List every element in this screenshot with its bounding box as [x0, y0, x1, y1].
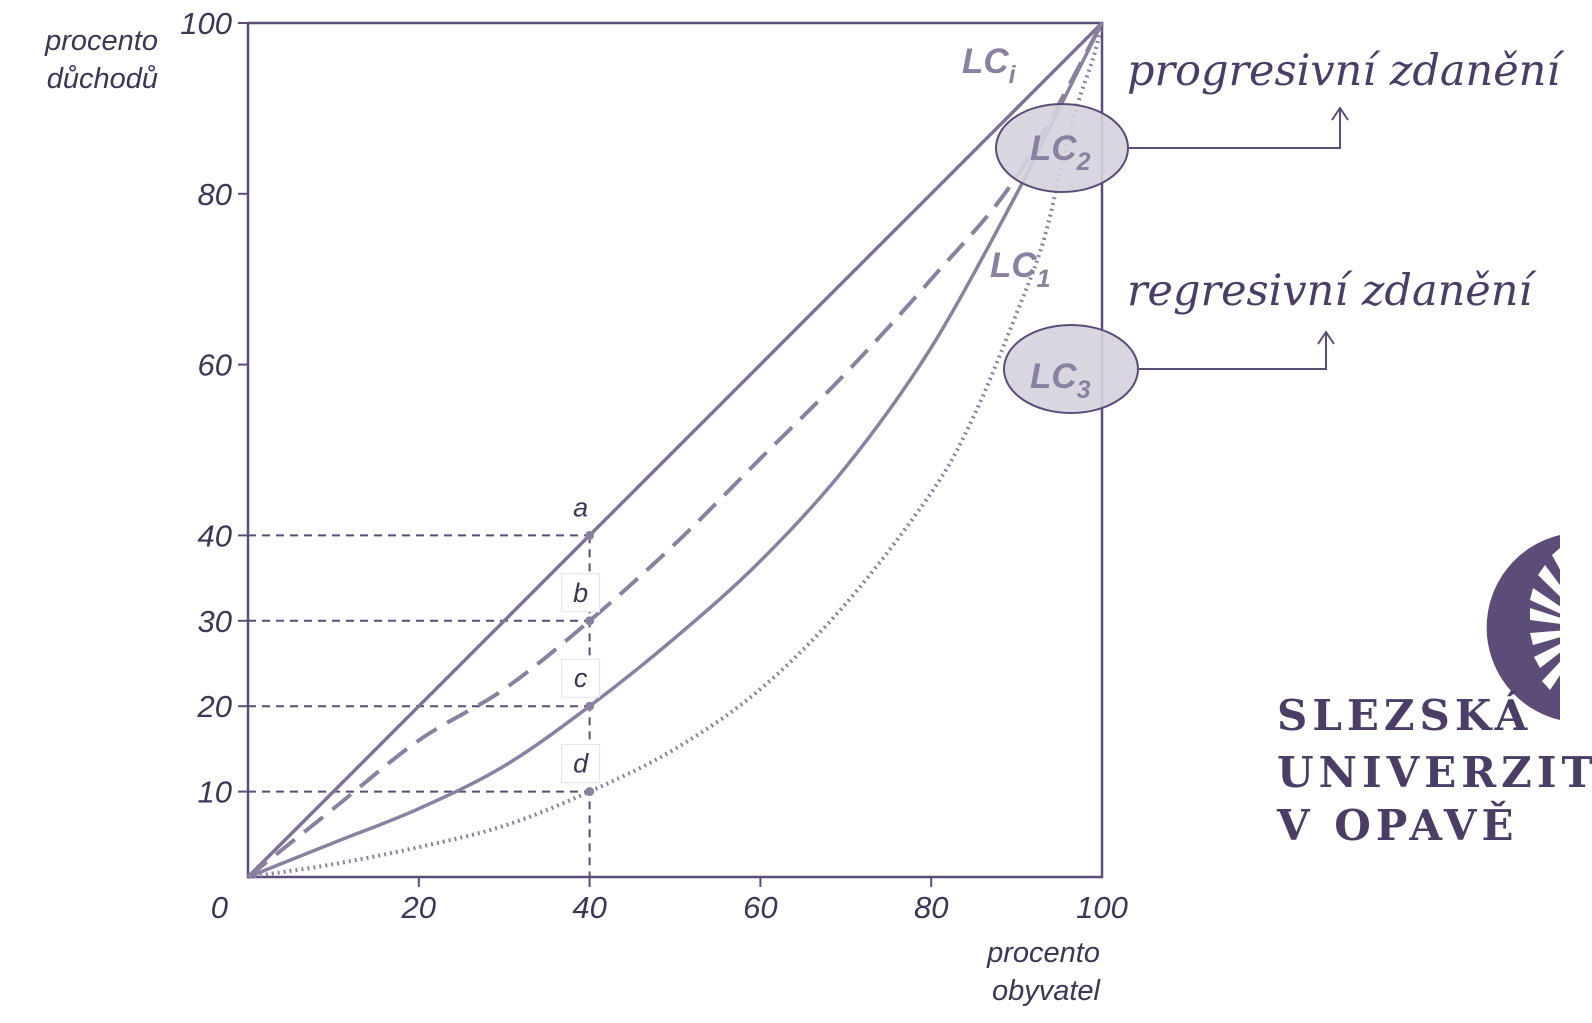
curve-lci: [246, 21, 1104, 879]
x-axis-title-line-2: obyvatel: [992, 975, 1102, 1007]
series-label-subscript: i: [1009, 61, 1017, 89]
reference-label-c: c: [574, 663, 588, 693]
reference-label-box: [561, 573, 601, 613]
y-tick-label: 100: [180, 6, 232, 41]
series-label-subscript: 3: [1077, 376, 1091, 404]
annotation-arrowhead: [1331, 106, 1349, 121]
logo-line-2: UNIVERZITA: [1277, 748, 1592, 797]
curve-lc1: [247, 22, 1104, 879]
progressive-taxation-label: progresivní zdanění: [1127, 46, 1565, 96]
x-tick-label: 0: [211, 890, 228, 925]
reference-label-b: b: [573, 578, 588, 608]
regressive-taxation-label: regresivní zdanění: [1127, 266, 1537, 316]
y-axis-title-line-2: důchodů: [47, 63, 158, 95]
reference-point-d: [585, 787, 595, 797]
series-label-subscript: 1: [1037, 265, 1051, 293]
series-label-lci: LCi: [962, 42, 1017, 89]
plot-frame: [246, 21, 1104, 879]
reference-label-a: a: [573, 492, 588, 522]
x-tick-label: 60: [743, 890, 777, 925]
y-tick-label: 80: [198, 177, 232, 212]
x-tick-label: 100: [1076, 890, 1128, 925]
reference-point-b: [585, 616, 595, 626]
series-label-lc1: LC1: [990, 246, 1051, 293]
logo-line-3: V OPAVĚ: [1276, 800, 1518, 850]
reference-point-a: [585, 530, 595, 540]
series-label-subscript: 2: [1076, 148, 1091, 176]
logo-line-1: SLEZSKÁ: [1277, 690, 1532, 740]
annotation-connector: [1138, 332, 1327, 370]
x-tick-label: 20: [401, 890, 436, 925]
y-tick-label: 60: [198, 348, 232, 383]
university-logo: SLEZSKÁ UNIVERZITA V OPAVĚ: [1276, 535, 1592, 850]
y-tick-label: 40: [198, 518, 232, 553]
reference-label-box: [561, 744, 601, 784]
curve-lc2: [246, 22, 1104, 879]
x-tick-label: 80: [914, 890, 948, 925]
plot-frame-layer: [246, 21, 1104, 879]
reference-label-box: [561, 658, 601, 698]
ticks-layer: 0 20 40 60 80 100 10 20 30 40 60 80 100: [180, 6, 1128, 925]
y-axis-title-line-1: procento: [44, 25, 158, 57]
reference-points-layer: a b c d: [561, 492, 601, 797]
annotation-arrowhead: [1317, 330, 1335, 345]
y-tick-label: 10: [198, 775, 232, 810]
y-tick-label: 20: [197, 689, 232, 724]
x-tick-label: 40: [572, 890, 606, 925]
x-axis-title-line-1: procento: [986, 937, 1100, 969]
university-emblem-icon: [1486, 535, 1592, 720]
reference-label-d: d: [573, 749, 589, 779]
reference-point-c: [585, 701, 595, 711]
curves-layer: [246, 21, 1104, 879]
annotation-connector: [1128, 108, 1341, 149]
y-tick-label: 30: [198, 604, 232, 639]
